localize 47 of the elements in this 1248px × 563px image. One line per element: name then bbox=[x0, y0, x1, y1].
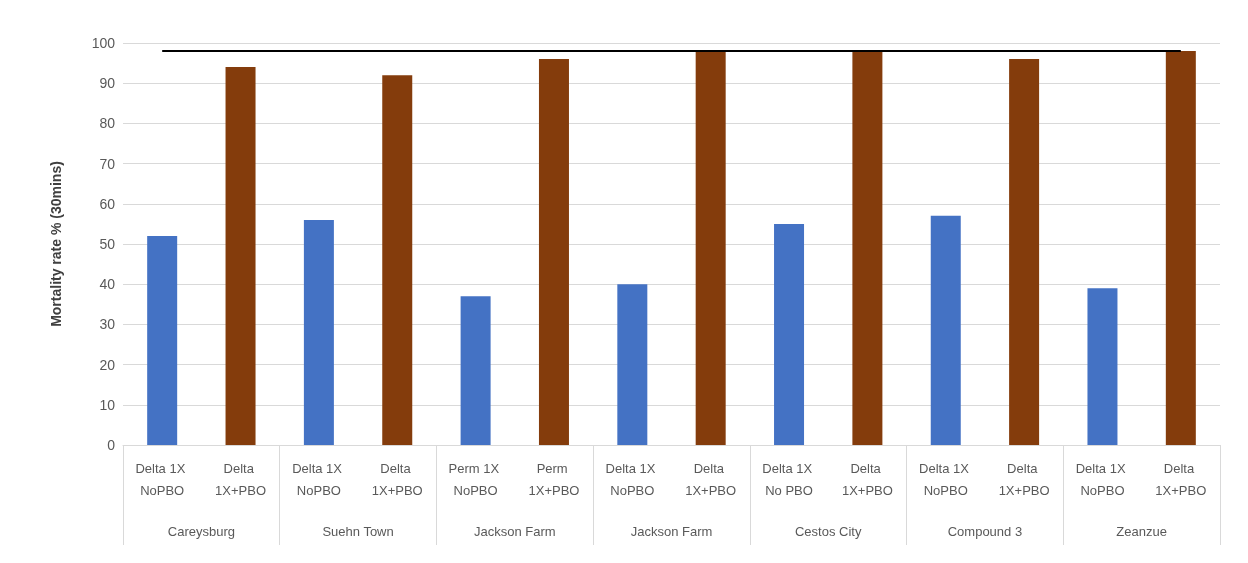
bar bbox=[1087, 288, 1118, 445]
x-tick-label: Delta 1X NoPBO bbox=[605, 460, 660, 498]
y-tick-label: 50 bbox=[99, 236, 116, 252]
x-tick-label: Delta 1X No PBO bbox=[762, 460, 816, 498]
y-tick-label: 90 bbox=[99, 75, 116, 92]
x-tick-label: Delta 1X NoPBO bbox=[135, 460, 189, 498]
y-tick-label: 80 bbox=[99, 115, 116, 132]
bar bbox=[852, 51, 883, 445]
text: Cestos City bbox=[794, 524, 862, 539]
x-tick-label: Delta 1X NoPBO bbox=[1075, 460, 1130, 498]
y-tick-label: 40 bbox=[99, 276, 116, 293]
x-tick-label: Delta 1X+PBO bbox=[371, 460, 423, 498]
x-tick-label: Delta 1X+PBO bbox=[1155, 460, 1207, 498]
bar bbox=[1009, 59, 1040, 445]
y-tick-label: 20 bbox=[99, 356, 116, 373]
x-tick-label: Delta 1X+PBO bbox=[685, 460, 737, 498]
text: Careysburg bbox=[167, 524, 235, 539]
bar bbox=[695, 51, 726, 445]
x-tick-label: Delta 1X+PBO bbox=[841, 460, 893, 498]
y-axis-title: Mortality rate % (30mins) bbox=[48, 161, 64, 327]
y-tick-label: 100 bbox=[91, 35, 116, 51]
bar bbox=[1165, 51, 1196, 445]
x-tick-label: Perm 1X NoPBO bbox=[448, 460, 503, 498]
x-tick-label: Perm 1X+PBO bbox=[528, 460, 580, 498]
y-tick-label: 0 bbox=[107, 437, 116, 453]
bar bbox=[303, 219, 334, 445]
x-tick-label: Delta 1X+PBO bbox=[998, 460, 1050, 498]
bar bbox=[460, 296, 491, 445]
bar bbox=[538, 59, 569, 445]
text: Jackson Farm bbox=[630, 524, 713, 539]
text: Suehn Town bbox=[322, 524, 394, 539]
y-tick-label: 10 bbox=[99, 396, 116, 413]
x-tick-label: Delta 1X NoPBO bbox=[292, 460, 346, 498]
bar bbox=[382, 75, 413, 445]
bar bbox=[774, 223, 805, 445]
y-tick-label: 30 bbox=[99, 316, 116, 333]
x-tick-label: Delta 1X+PBO bbox=[215, 460, 267, 498]
x-tick-label: Delta 1X NoPBO bbox=[919, 460, 973, 498]
y-tick-label: 70 bbox=[99, 155, 116, 172]
text: Zeanzue bbox=[1116, 524, 1167, 539]
y-tick-label: 60 bbox=[99, 195, 116, 212]
bar bbox=[930, 215, 961, 445]
text: Compound 3 bbox=[947, 524, 1023, 539]
text: Jackson Farm bbox=[473, 524, 556, 539]
bar bbox=[225, 67, 256, 445]
bar bbox=[147, 235, 178, 445]
bar bbox=[617, 284, 648, 445]
